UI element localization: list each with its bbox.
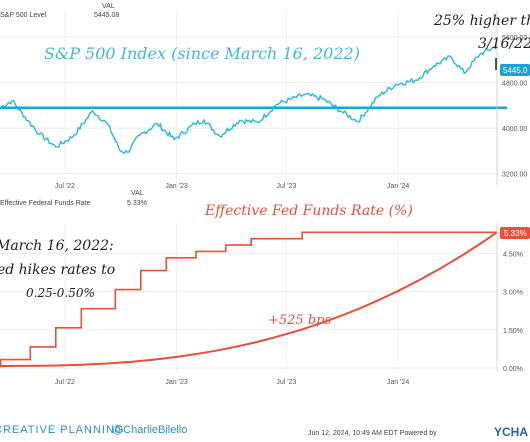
fed-title: Effective Fed Funds Rate (%) (205, 203, 413, 219)
note-date: March 16, 2022: (0, 238, 114, 254)
timestamp: Jun 12, 2024, 10:49 AM EDT Powered by (308, 430, 437, 437)
top-y-tick-label: 3200.00 (502, 172, 527, 179)
bottom-x-tick-label: Jan '24 (387, 379, 409, 386)
bottom-x-tick-label: Jul '22 (55, 379, 75, 386)
top-y-tick-label: 4800.00 (502, 81, 527, 88)
sp500-end-badge-text: 5445.0 (503, 66, 528, 75)
annotation-higher: 25% higher than (434, 13, 530, 29)
top-x-axis: Jul '22 Jan '23 Jul '23 Jan '24 (55, 183, 409, 190)
hike-curve (0, 231, 498, 367)
bottom-grid (0, 223, 497, 372)
fed-funds-step-line (0, 231, 497, 367)
bottom-y-tick-label: 1.50% (503, 328, 523, 335)
footer: CREATIVE PLANNING @CharlieBilello Jun 12… (0, 424, 530, 442)
bottom-legend-val: 5.33% (127, 200, 147, 207)
top-x-tick-label: Jan '24 (387, 183, 409, 190)
sp500-chart: 3200.00 4000.00 4800.00 5600.00 Jul '22 Jan … (0, 10, 530, 190)
note-range: 0.25-0.50% (26, 286, 95, 300)
top-y-tick-label: 4000.00 (502, 126, 527, 133)
annotation-date: 3/16/22 (478, 36, 530, 52)
top-legend-series: S&P 500 Level (0, 12, 47, 19)
top-x-tick-label: Jul '22 (55, 183, 75, 190)
bottom-x-tick-label: Jul '23 (276, 379, 296, 386)
fed-end-badge-text: 5.33% (504, 229, 527, 238)
top-x-tick-label: Jul '23 (276, 183, 296, 190)
bottom-x-tick-label: Jan '23 (165, 379, 187, 386)
fed-funds-chart: 0.00%1.50%3.00%4.50% Jul '22 Jan '23 Jul '… (0, 223, 530, 386)
top-legend-val: 5445.08 (94, 12, 120, 19)
top-y-axis: 3200.00 4000.00 4800.00 5600.00 (496, 10, 527, 185)
top-x-tick-label: Jan '23 (165, 183, 187, 190)
bottom-y-axis: 0.00% 1.50% 3.00% 4.50% (496, 223, 523, 373)
brand-logo: CREATIVE PLANNING (0, 424, 125, 436)
top-grid (0, 10, 497, 185)
sp500-title: S&P 500 Index (since March 16, 2022) (44, 44, 360, 63)
bottom-x-axis: Jul '22 Jan '23 Jul '23 Jan '24 (55, 379, 409, 386)
bottom-legend-val-header: VAL (131, 190, 144, 197)
sp500-line (0, 45, 498, 154)
bottom-y-tick-label: 0.00% (503, 366, 523, 373)
twitter-handle[interactable]: @CharlieBilello (112, 424, 188, 436)
top-legend-val-header: VAL (102, 3, 115, 10)
bottom-legend-series: Effective Federal Funds Rate (0, 200, 91, 207)
bottom-y-tick-label: 4.50% (503, 251, 523, 258)
top-y-tick-label: 5600.00 (502, 35, 527, 42)
ycharts-logo[interactable]: YCHA (494, 425, 529, 439)
bps-label: +525 bps (268, 313, 332, 328)
note-hike: Fed hikes rates to (0, 262, 116, 278)
bottom-y-tick-label: 3.00% (503, 290, 523, 297)
sp500-end-badge (500, 64, 530, 76)
fed-end-badge (500, 227, 530, 239)
